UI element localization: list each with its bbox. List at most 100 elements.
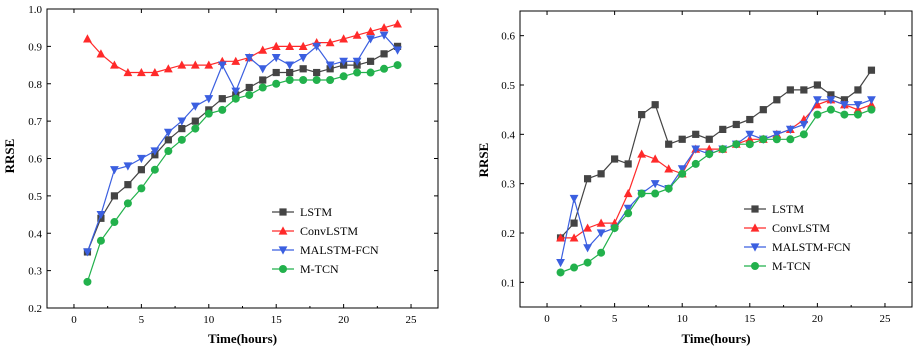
data-point [150, 67, 160, 77]
data-point [272, 79, 281, 88]
data-point [637, 189, 646, 198]
data-point [136, 154, 146, 164]
y-axis-label: RRSE [476, 143, 491, 178]
data-point [163, 64, 173, 73]
data-point [366, 68, 375, 77]
data-point [786, 135, 795, 144]
data-point [556, 259, 565, 268]
data-point [393, 42, 402, 50]
data-point [177, 60, 187, 69]
data-point [312, 76, 321, 85]
data-point [596, 218, 606, 227]
x-tick-label: 20 [812, 313, 824, 325]
data-point [259, 76, 267, 84]
data-point [123, 162, 133, 171]
data-point [218, 95, 226, 103]
data-point [312, 42, 322, 51]
x-tick-label: 5 [612, 313, 618, 325]
data-point [638, 111, 646, 119]
data-point [570, 263, 579, 272]
data-point [298, 53, 308, 63]
data-point [732, 140, 741, 149]
y-tick-label: 0.3 [501, 179, 515, 191]
data-point [272, 68, 280, 77]
data-point [813, 110, 822, 119]
data-point [110, 218, 119, 227]
data-point [664, 184, 673, 193]
y-tick-label: 0.2 [501, 228, 515, 240]
data-point [96, 49, 106, 58]
data-point [570, 219, 578, 227]
y-tick-label: 0.1 [501, 277, 515, 289]
data-point [746, 115, 754, 124]
data-point [786, 86, 794, 94]
data-point [326, 76, 335, 85]
legend-label: MALSTM-FCN [772, 240, 851, 254]
data-point [840, 101, 849, 110]
y-tick-label: 0.6 [28, 154, 42, 166]
data-point [258, 45, 268, 54]
y-tick-label: 1.0 [28, 4, 42, 16]
data-point [583, 258, 592, 267]
plot-frame [519, 10, 913, 308]
x-axis-label: Time(hours) [208, 331, 277, 346]
data-point [164, 147, 173, 156]
data-point [190, 102, 200, 111]
legend-marker [750, 223, 760, 232]
data-point [204, 95, 214, 104]
y-tick-label: 0.4 [501, 129, 515, 141]
data-point [705, 135, 713, 143]
x-tick-label: 25 [879, 313, 891, 325]
data-point [245, 83, 253, 92]
data-point [285, 61, 295, 70]
data-point [867, 66, 876, 74]
data-point [745, 140, 754, 149]
y-tick-label: 0.8 [28, 79, 42, 91]
y-axis-label: RRSE [2, 139, 17, 174]
data-point [393, 61, 402, 70]
data-point [624, 160, 632, 168]
data-point [569, 194, 579, 204]
legend-item-malstm-fcn: MALSTM-FCN [744, 240, 851, 254]
data-point [773, 96, 781, 104]
data-point [678, 135, 686, 143]
data-point [96, 210, 106, 220]
data-point [271, 41, 281, 50]
data-point [124, 181, 132, 189]
legend-marker [278, 226, 288, 235]
y-tick-label: 0.7 [28, 116, 42, 128]
data-point [218, 105, 227, 114]
legend-marker [750, 243, 760, 252]
data-point [799, 130, 808, 139]
data-point [110, 192, 119, 200]
data-point [366, 26, 375, 36]
data-point [245, 90, 254, 99]
legend-label: ConvLSTM [772, 221, 830, 235]
data-point [759, 106, 767, 114]
legend-label: M-TCN [772, 259, 811, 273]
data-point [799, 120, 809, 130]
x-tick-label: 25 [406, 314, 418, 326]
data-point [812, 96, 822, 105]
data-point [583, 175, 592, 183]
data-point [705, 150, 714, 159]
data-point [285, 41, 295, 50]
data-point [352, 30, 362, 39]
data-point [867, 96, 876, 105]
x-tick-label: 15 [744, 313, 756, 325]
series-lstm [556, 66, 876, 242]
legend-marker [751, 205, 759, 213]
y-tick-label: 0.3 [28, 266, 42, 278]
data-point [366, 35, 375, 44]
data-point [379, 23, 389, 32]
data-point [623, 188, 633, 198]
data-point [840, 110, 849, 119]
data-point [137, 184, 146, 193]
data-point [854, 86, 862, 94]
legend-item-lstm: LSTM [272, 205, 332, 219]
data-point [83, 34, 92, 43]
data-point [665, 140, 673, 148]
data-point [339, 72, 348, 81]
data-point [325, 38, 335, 47]
